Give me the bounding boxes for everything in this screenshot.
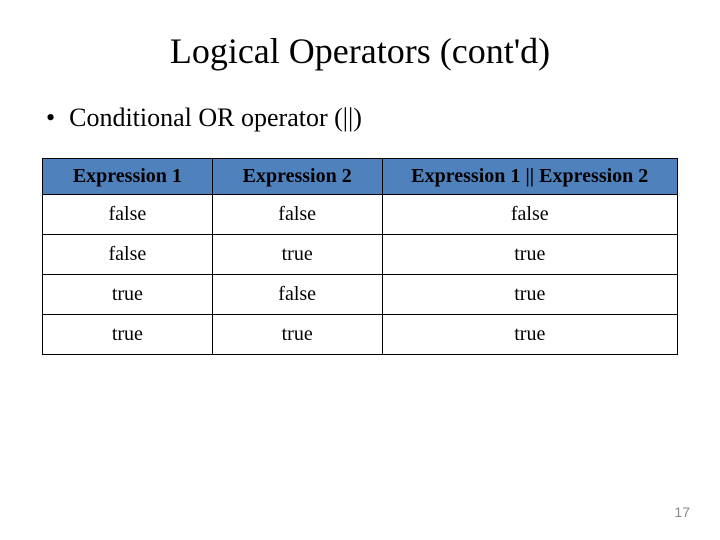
cell: false xyxy=(212,275,382,315)
table-body: false false false false true true true f… xyxy=(43,195,678,355)
bullet-item: • Conditional OR operator (||) xyxy=(46,102,680,133)
cell: false xyxy=(212,195,382,235)
table-head: Expression 1 Expression 2 Expression 1 |… xyxy=(43,159,678,195)
col-header-expr1: Expression 1 xyxy=(43,159,213,195)
cell: true xyxy=(43,275,213,315)
cell: false xyxy=(43,195,213,235)
slide-title: Logical Operators (cont'd) xyxy=(40,30,680,72)
cell: true xyxy=(212,315,382,355)
table-row: true false true xyxy=(43,275,678,315)
col-header-expr2: Expression 2 xyxy=(212,159,382,195)
slide: Logical Operators (cont'd) • Conditional… xyxy=(0,0,720,540)
cell: true xyxy=(382,235,677,275)
cell: true xyxy=(382,315,677,355)
cell: true xyxy=(382,275,677,315)
table-row: false false false xyxy=(43,195,678,235)
cell: true xyxy=(212,235,382,275)
bullet-text: Conditional OR operator (||) xyxy=(69,102,362,133)
page-number: 17 xyxy=(674,504,690,520)
table-row: true true true xyxy=(43,315,678,355)
bullet-dot-icon: • xyxy=(46,102,55,133)
truth-table: Expression 1 Expression 2 Expression 1 |… xyxy=(42,158,678,355)
cell: false xyxy=(43,235,213,275)
table-row: false true true xyxy=(43,235,678,275)
table-header-row: Expression 1 Expression 2 Expression 1 |… xyxy=(43,159,678,195)
cell: false xyxy=(382,195,677,235)
cell: true xyxy=(43,315,213,355)
col-header-result: Expression 1 || Expression 2 xyxy=(382,159,677,195)
